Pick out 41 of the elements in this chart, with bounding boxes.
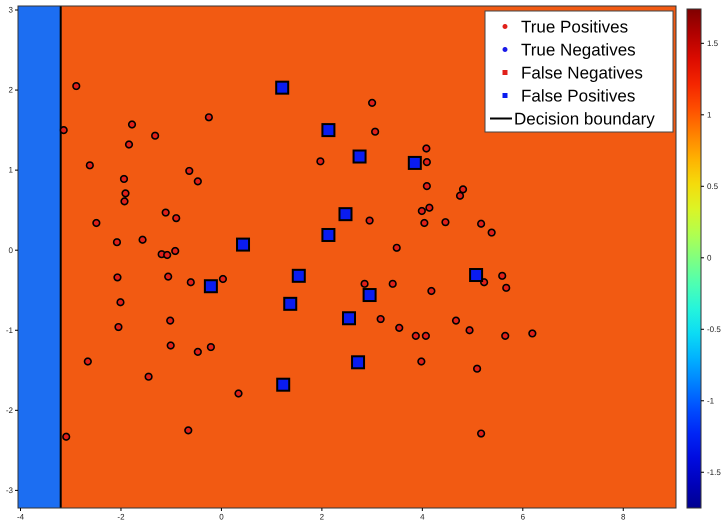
point bbox=[352, 150, 367, 164]
color-bar-label: 1 bbox=[707, 110, 712, 120]
point bbox=[408, 156, 422, 170]
point bbox=[338, 207, 352, 222]
legend-label: Decision boundary bbox=[514, 110, 656, 128]
y-tick-label: -1 bbox=[6, 326, 14, 335]
point bbox=[283, 296, 298, 311]
x-tick-label: 4 bbox=[420, 512, 426, 522]
color-bar-label: -0.5 bbox=[707, 324, 722, 334]
color-bar-label: 0 bbox=[707, 253, 712, 262]
point bbox=[275, 80, 290, 95]
point bbox=[321, 228, 336, 242]
x-tick-label: -2 bbox=[117, 512, 126, 522]
point bbox=[351, 355, 366, 370]
y-tick-label: -3 bbox=[6, 486, 14, 495]
point bbox=[469, 268, 484, 282]
x-tick-label: 6 bbox=[520, 512, 526, 522]
legend-label: False Positives bbox=[521, 86, 636, 106]
x-tick-label: -4 bbox=[16, 512, 25, 522]
point bbox=[276, 378, 290, 392]
color-bar-label: 0.5 bbox=[707, 182, 719, 191]
point bbox=[342, 311, 356, 326]
x-tick-label: 0 bbox=[219, 512, 224, 522]
color-bar-label: -1.5 bbox=[707, 468, 722, 477]
color-bar-label: 1.5 bbox=[707, 38, 719, 48]
color-bar-label: -1 bbox=[707, 396, 715, 406]
y-tick-label: 0 bbox=[8, 246, 14, 255]
legend-label: True Positives bbox=[521, 18, 628, 36]
point bbox=[362, 288, 377, 302]
point bbox=[321, 123, 336, 138]
legend-label: False Negatives bbox=[521, 64, 643, 82]
point bbox=[292, 268, 306, 283]
x-tick-label: 8 bbox=[621, 512, 626, 522]
point bbox=[204, 279, 218, 294]
y-tick-label: 2 bbox=[8, 86, 14, 95]
point bbox=[236, 238, 250, 252]
y-tick-label: 3 bbox=[8, 6, 14, 15]
y-tick-label: 1 bbox=[8, 166, 14, 175]
y-tick-label: -2 bbox=[6, 406, 14, 415]
legend-label: True Negatives bbox=[521, 40, 636, 60]
x-tick-label: 2 bbox=[320, 512, 325, 522]
